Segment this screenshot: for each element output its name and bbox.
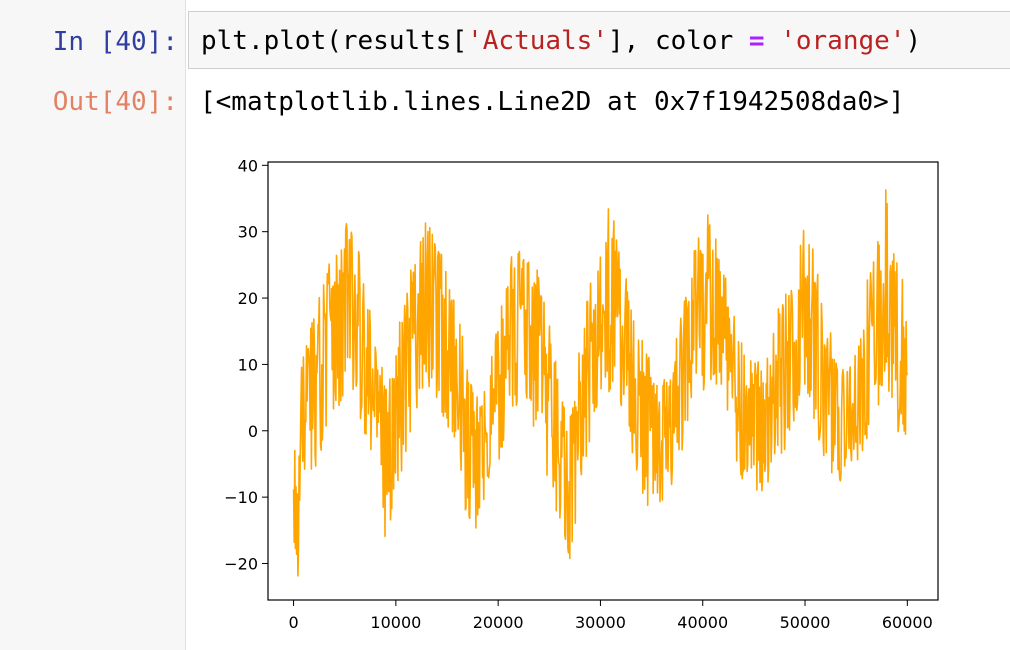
prompt-gutter — [0, 0, 186, 650]
y-tick-label: 30 — [238, 223, 258, 242]
input-prompt: In [40]: — [52, 27, 178, 57]
line-plot: 0 10000 20000 30000 40000 50000 60000 −20 −10 0 10… — [224, 156, 939, 632]
x-tick-label: 20000 — [473, 613, 524, 632]
code-input-area[interactable]: plt.plot(results['Actuals'], color = 'or… — [188, 11, 1010, 69]
y-tick-label: 20 — [238, 289, 258, 308]
code-string-orange: 'orange' — [780, 26, 906, 56]
code-operator: = — [748, 26, 765, 56]
y-tick-label: 40 — [238, 156, 258, 175]
code-text: ) — [905, 26, 922, 56]
x-tick-label: 0 — [288, 613, 298, 632]
code-text: plt.plot(results[ — [201, 26, 468, 56]
axes-frame — [267, 161, 939, 601]
series-line-actuals — [292, 189, 909, 577]
x-tick-label: 60000 — [882, 613, 933, 632]
x-tick-label: 40000 — [677, 613, 728, 632]
code-string-actuals: 'Actuals' — [467, 26, 608, 56]
y-tick-label: −20 — [224, 555, 258, 574]
code-text: ], color — [608, 26, 749, 56]
code-space — [765, 26, 781, 56]
x-tick-label: 30000 — [575, 613, 626, 632]
y-tick-label: 10 — [238, 355, 258, 374]
y-tick-label: 0 — [248, 422, 258, 441]
x-tick-label: 50000 — [780, 613, 831, 632]
y-tick-label: −10 — [224, 488, 258, 507]
code-line[interactable]: plt.plot(results['Actuals'], color = 'or… — [201, 21, 921, 61]
output-text: [<matplotlib.lines.Line2D at 0x7f1942508… — [200, 87, 905, 117]
output-prompt: Out[40]: — [52, 87, 178, 117]
plot-area: 0 10000 20000 30000 40000 50000 60000 −20 −10 0 10… — [224, 156, 939, 632]
x-tick-label: 10000 — [370, 613, 421, 632]
